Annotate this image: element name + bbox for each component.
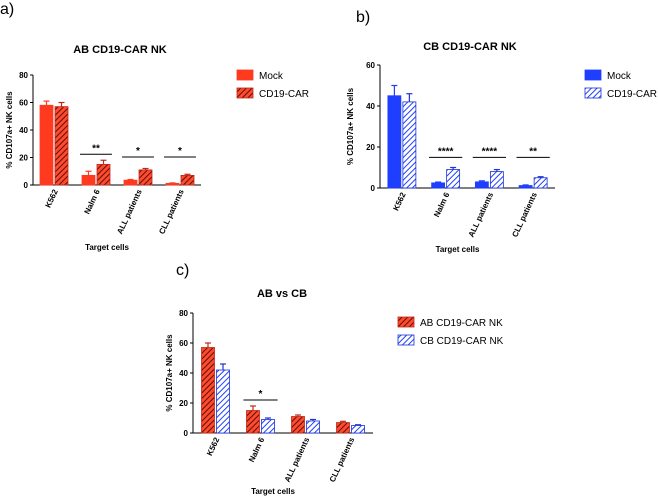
y-axis-label: % CD107a+ NK cells — [165, 334, 174, 412]
y-tick-label: 60 — [19, 99, 28, 108]
significance-label: * — [178, 146, 182, 157]
y-tick-label: 80 — [179, 309, 188, 318]
x-tick-label: ALL patients — [467, 191, 496, 239]
y-tick-label: 40 — [366, 102, 375, 111]
bar — [533, 177, 548, 189]
x-tick-label: CLL patients — [328, 436, 357, 484]
chart-panel-1: a) AB CD19-CAR NK 0 20 40 60 80 % CD107a+ NK ce… — [0, 1, 309, 252]
legend-label: CB CD19-CAR NK — [420, 336, 504, 347]
chart-title: CB CD19-CAR NK — [423, 41, 517, 53]
x-tick-label: K562 — [44, 188, 60, 210]
significance-label: **** — [482, 146, 498, 157]
bar — [96, 163, 111, 186]
y-tick-label: 40 — [19, 126, 28, 135]
legend-swatch — [236, 87, 254, 99]
y-tick-label: 60 — [179, 339, 188, 348]
y-tick-label: 80 — [19, 71, 28, 80]
bar — [351, 425, 365, 434]
x-tick-label: Nalm 6 — [247, 436, 266, 464]
chart-title: AB CD19-CAR NK — [73, 44, 167, 56]
bar — [336, 422, 350, 434]
x-tick-label: CLL patients — [510, 191, 539, 239]
bar — [123, 179, 138, 186]
bar — [81, 174, 96, 186]
significance-label: **** — [438, 146, 454, 157]
significance-label: * — [136, 146, 140, 157]
legend-swatch — [397, 316, 415, 328]
legend-swatch — [584, 87, 602, 99]
significance-label: ** — [92, 143, 100, 154]
bar — [261, 419, 275, 434]
bar — [489, 171, 504, 189]
bar — [387, 95, 402, 189]
legend-label: Mock — [259, 71, 284, 82]
y-tick-label: 20 — [179, 399, 188, 408]
legend-label: Mock — [607, 71, 632, 82]
bar — [446, 169, 461, 189]
legend-swatch — [584, 69, 602, 81]
bar — [165, 182, 180, 186]
y-tick-label: 20 — [19, 154, 28, 163]
x-tick-label: CLL patients — [157, 188, 186, 236]
bar — [246, 410, 260, 434]
y-tick-label: 40 — [179, 369, 188, 378]
significance-label: ** — [529, 146, 537, 157]
y-tick-label: 0 — [24, 181, 29, 190]
bar — [306, 420, 320, 434]
chart-panel-3: c) AB vs CB 0 20 40 60 80 % CD107a+ NK cells K56… — [165, 262, 504, 496]
panel-label: b) — [356, 9, 370, 26]
chart-title: AB vs CB — [257, 288, 307, 300]
bar — [291, 416, 305, 434]
bar — [54, 106, 69, 186]
significance-label: * — [259, 389, 263, 400]
bar — [431, 182, 446, 189]
x-tick-label: K562 — [391, 191, 407, 213]
y-tick-label: 60 — [366, 61, 375, 70]
x-tick-label: Nalm 6 — [432, 191, 451, 219]
x-axis-label: Target cells — [436, 245, 480, 254]
chart-panel-2: b) CB CD19-CAR NK 0 20 40 60 % CD107a+ NK cell… — [346, 9, 657, 254]
legend-swatch — [397, 334, 415, 346]
bar — [201, 347, 215, 434]
bar — [474, 181, 489, 189]
x-tick-label: ALL patients — [283, 436, 312, 484]
x-tick-label: ALL patients — [115, 188, 144, 236]
panel-label: c) — [176, 262, 189, 279]
legend-swatch — [236, 69, 254, 81]
y-axis-label: % CD107a+ NK cells — [5, 91, 14, 169]
x-tick-label: Nalm 6 — [83, 188, 102, 216]
legend-label: CD19-CAR — [259, 89, 309, 100]
legend-label: AB CD19-CAR NK — [420, 318, 503, 329]
y-axis-label: % CD107a+ NK cells — [346, 87, 355, 165]
bar — [216, 369, 230, 434]
bar — [138, 169, 153, 186]
bar — [402, 101, 417, 189]
bar — [518, 185, 533, 189]
bar — [39, 104, 54, 186]
x-tick-label: K562 — [205, 436, 221, 458]
y-tick-label: 0 — [371, 184, 376, 193]
legend-label: CD19-CAR — [607, 89, 657, 100]
x-axis-label: Target cells — [85, 243, 129, 252]
panel-label: a) — [0, 1, 14, 18]
bar — [180, 174, 195, 186]
x-axis-label: Target cells — [251, 487, 295, 496]
y-tick-label: 20 — [366, 143, 375, 152]
y-tick-label: 0 — [184, 429, 189, 438]
